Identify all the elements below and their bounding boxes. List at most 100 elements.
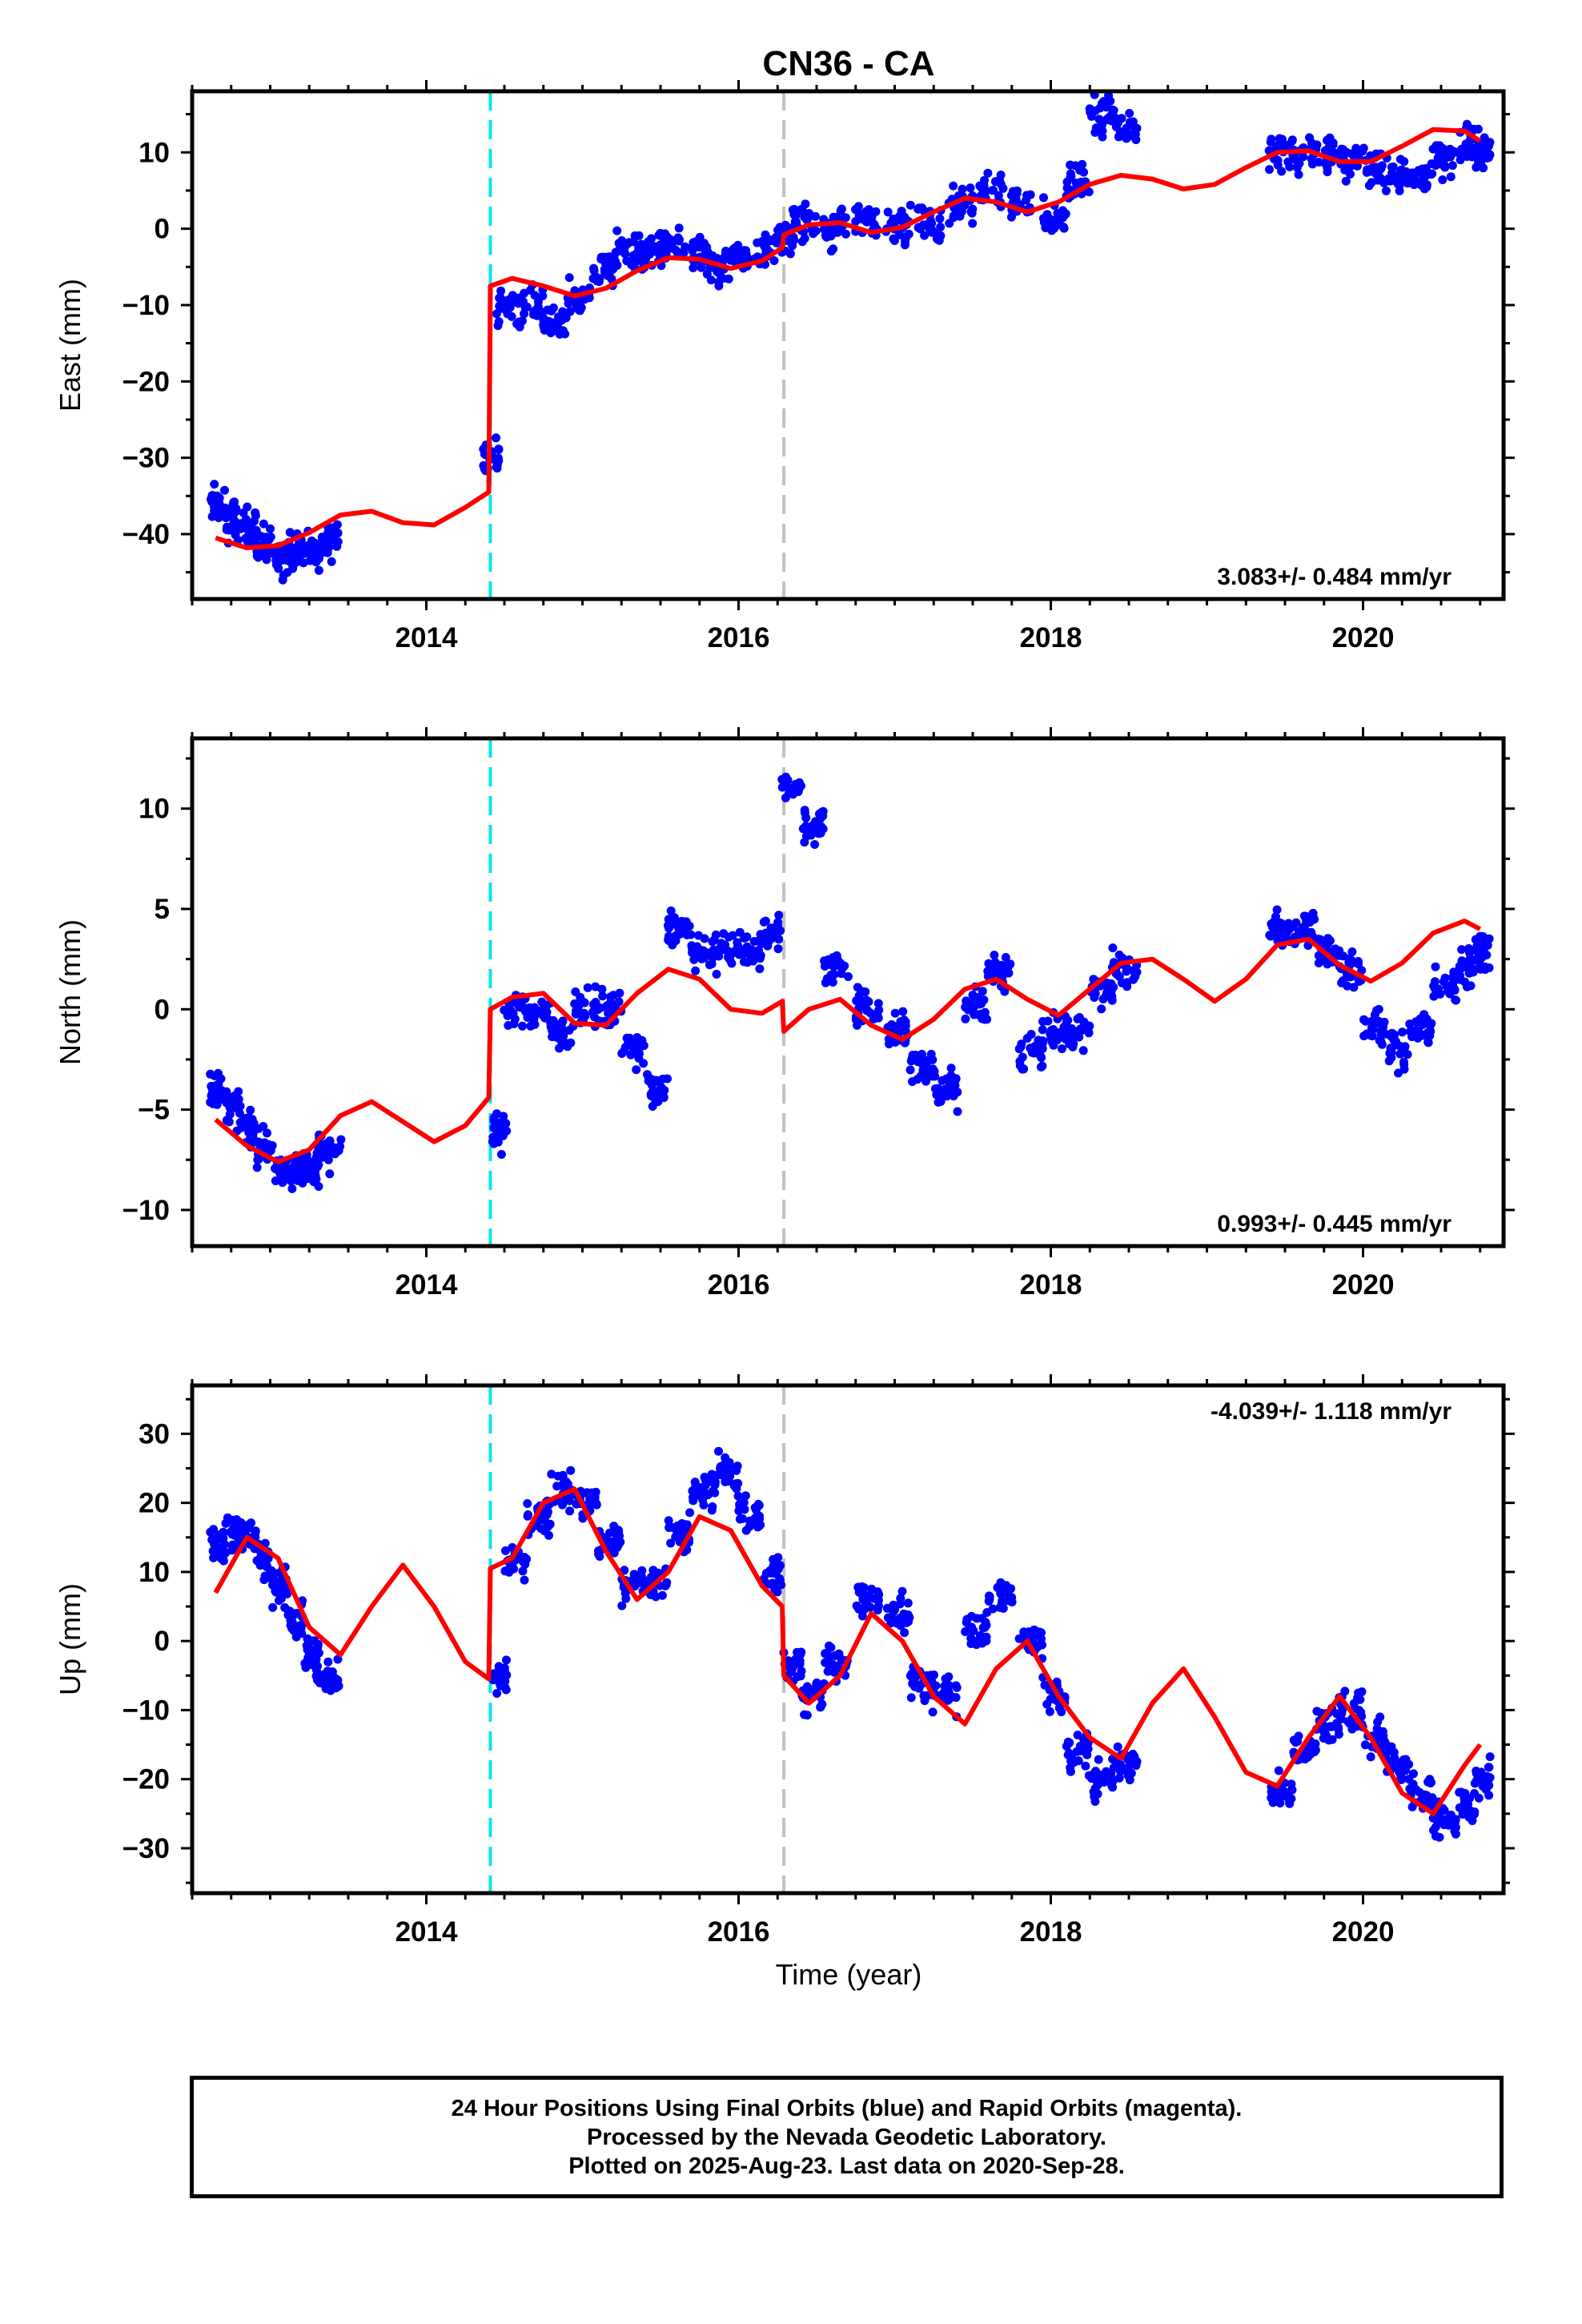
data-point — [945, 219, 954, 228]
data-point — [1287, 1785, 1297, 1795]
data-point — [231, 1526, 241, 1534]
data-point — [1130, 1759, 1139, 1769]
data-point — [288, 564, 298, 573]
data-point — [1398, 1027, 1407, 1037]
data-point — [717, 1470, 726, 1480]
data-point — [1303, 1743, 1313, 1753]
data-point — [869, 1594, 879, 1603]
data-point — [287, 1618, 297, 1626]
data-point — [221, 1518, 231, 1528]
footer-line-2: Processed by the Nevada Geodetic Laborat… — [587, 2124, 1106, 2150]
figure-title: CN36 - CA — [762, 44, 934, 83]
data-point — [1429, 981, 1439, 991]
data-point — [666, 906, 676, 915]
data-point — [674, 925, 684, 935]
data-point — [883, 207, 893, 217]
data-point — [1480, 962, 1490, 971]
data-point — [252, 1556, 262, 1566]
data-point — [1066, 1763, 1075, 1772]
data-point — [1002, 1581, 1011, 1590]
data-point — [895, 1599, 905, 1609]
data-point — [632, 1065, 641, 1075]
data-point — [1351, 143, 1361, 153]
x-tick-label: 2016 — [708, 1269, 770, 1301]
data-point — [729, 244, 738, 254]
data-point — [1111, 118, 1121, 127]
data-point — [208, 1546, 218, 1556]
data-point — [614, 997, 624, 1007]
data-point — [655, 1084, 665, 1094]
data-point — [493, 1124, 503, 1133]
data-point — [252, 1163, 262, 1172]
data-point — [1399, 1057, 1408, 1067]
panel-3: 2014 2016 2018 2020 −30 −20 −10 0 10 20 30 Up (mm) -… — [54, 1374, 1515, 1948]
data-point — [1093, 1780, 1102, 1790]
data-point — [1457, 945, 1467, 955]
data-point — [735, 927, 745, 937]
data-point — [274, 1596, 283, 1606]
data-point — [1327, 1735, 1337, 1744]
data-point — [1366, 1752, 1375, 1762]
data-point — [773, 944, 783, 954]
data-point — [1299, 923, 1309, 933]
data-point — [225, 1109, 235, 1119]
data-point — [510, 1015, 520, 1023]
data-point — [1464, 944, 1474, 953]
data-point — [908, 1051, 917, 1059]
data-point — [259, 519, 268, 529]
data-point — [1294, 170, 1303, 179]
y-tick-label: −30 — [122, 1833, 170, 1864]
data-point — [334, 1681, 343, 1691]
panel-1: 2014 2016 2018 2020 −40 −30 −20 −10 0 10 East (mm)… — [54, 80, 1515, 653]
data-point — [978, 1623, 988, 1633]
data-point — [997, 1598, 1006, 1608]
plot-frame — [190, 736, 1506, 1248]
data-point — [1066, 1756, 1076, 1766]
data-point — [1038, 1017, 1047, 1026]
data-point — [523, 1499, 532, 1508]
data-point — [1373, 1717, 1383, 1727]
data-point — [620, 241, 630, 251]
data-point — [250, 517, 259, 526]
plot-frame — [190, 89, 1506, 601]
data-point — [788, 233, 797, 243]
panel-2: 2014 2016 2018 2020 −10 −5 0 5 10 North (mm) 0.993… — [54, 727, 1515, 1301]
data-point — [934, 1097, 943, 1107]
rate-annotation: 0.993+/- 0.445 mm/yr — [1217, 1211, 1452, 1237]
data-point — [968, 219, 978, 228]
data-point — [671, 245, 681, 255]
data-point — [990, 951, 999, 960]
data-point — [502, 1671, 512, 1680]
data-point — [1038, 214, 1048, 223]
data-point — [1485, 1752, 1495, 1762]
data-point — [215, 498, 224, 508]
data-point — [1341, 176, 1351, 186]
data-point — [1053, 208, 1062, 218]
data-point — [206, 1527, 215, 1537]
data-point — [812, 1679, 821, 1689]
data-point — [1274, 1766, 1283, 1775]
data-point — [1094, 115, 1104, 124]
data-point — [1319, 1727, 1328, 1736]
data-point — [1126, 1768, 1136, 1778]
data-point — [219, 1552, 228, 1562]
data-point — [259, 1122, 268, 1131]
data-point — [1072, 1747, 1082, 1756]
data-point — [985, 1594, 994, 1604]
data-point — [873, 1601, 883, 1610]
data-point — [1108, 1783, 1118, 1792]
data-point — [774, 911, 784, 920]
data-point — [1460, 1791, 1469, 1800]
data-point — [605, 992, 615, 1002]
data-point — [1472, 1769, 1481, 1779]
data-point — [995, 175, 1005, 185]
data-point — [1401, 1755, 1411, 1764]
data-point — [1451, 995, 1460, 1004]
data-point — [1038, 1037, 1048, 1047]
data-point — [1289, 154, 1299, 163]
data-point — [663, 1074, 672, 1084]
data-point — [303, 1156, 312, 1165]
data-point — [1067, 1024, 1077, 1033]
data-point — [1410, 176, 1419, 186]
data-point — [214, 513, 223, 522]
